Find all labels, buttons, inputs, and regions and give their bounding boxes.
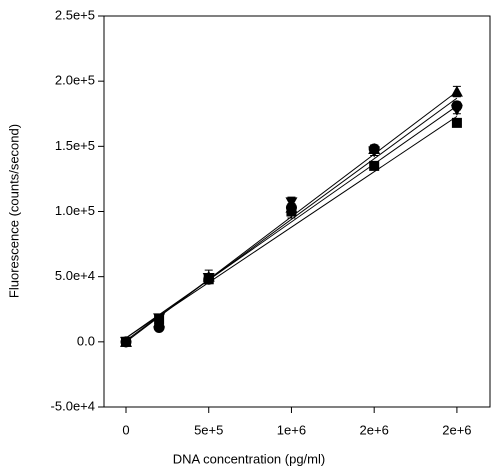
x-axis-label: DNA concentration (pg/ml) xyxy=(173,451,325,466)
y-axis-label: Fluorescence (counts/second) xyxy=(6,124,21,298)
x-tick-label: 5e+5 xyxy=(194,422,223,437)
marker-triangle-down xyxy=(368,146,381,158)
x-tick-label: 2e+6 xyxy=(360,422,389,437)
marker-triangle-down xyxy=(202,272,215,284)
marker-triangle-up xyxy=(450,85,463,97)
plot-frame xyxy=(103,15,491,408)
marker-triangle-down xyxy=(450,104,463,116)
y-tick-label: 5.0e+4 xyxy=(55,268,95,283)
y-tick-label: 1.0e+5 xyxy=(55,203,95,218)
marker-square xyxy=(451,117,462,128)
marker-triangle-down xyxy=(120,336,133,348)
x-tick-label: 1e+6 xyxy=(277,422,306,437)
x-tick-label: 2e+6 xyxy=(442,422,471,437)
y-tick-label: -5.0e+4 xyxy=(51,398,95,413)
fit-line xyxy=(125,115,458,339)
fit-line xyxy=(125,105,458,339)
marker-triangle-down xyxy=(153,313,166,325)
marker-square xyxy=(369,160,380,171)
y-tick-label: 1.5e+5 xyxy=(55,138,95,153)
y-tick-label: 2.0e+5 xyxy=(55,73,95,88)
y-tick-label: 0.0 xyxy=(77,333,95,348)
marker-triangle-down xyxy=(285,197,298,209)
y-tick-label: 2.5e+5 xyxy=(55,7,95,22)
x-tick-label: 0 xyxy=(122,422,129,437)
